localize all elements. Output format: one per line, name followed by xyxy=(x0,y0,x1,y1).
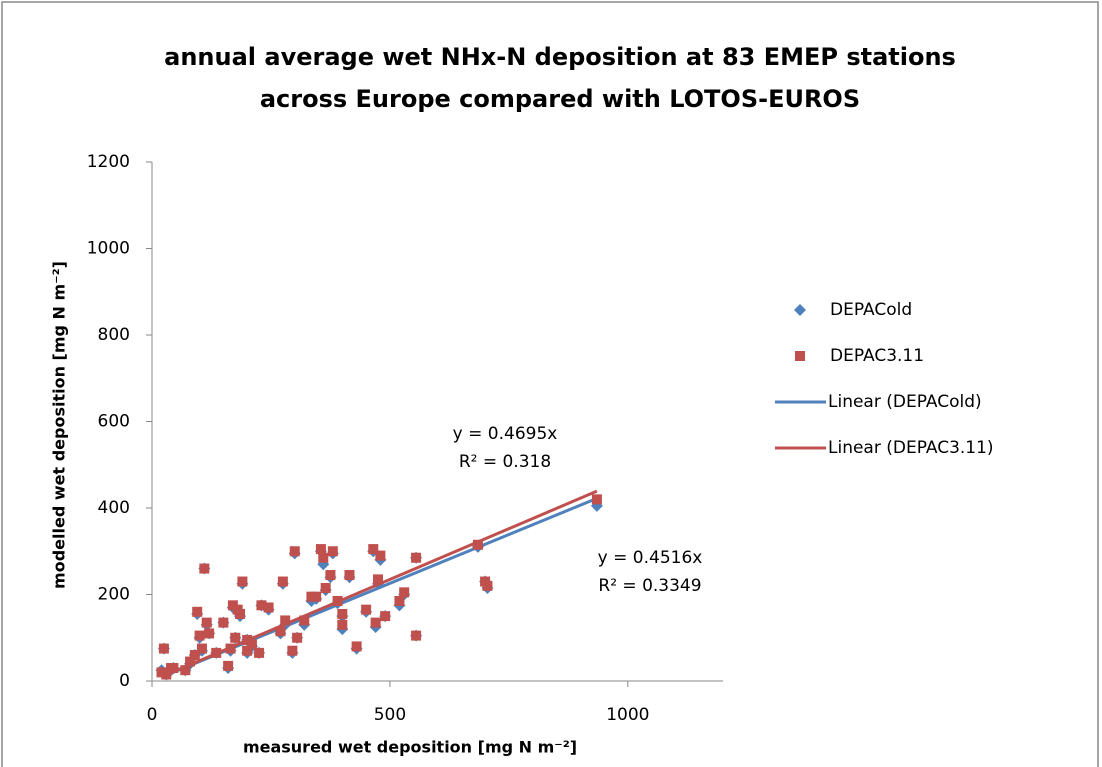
chart-title: across Europe compared with LOTOS-EUROS xyxy=(260,85,860,113)
trend-r2: R² = 0.3349 xyxy=(598,576,701,596)
x-axis-title: measured wet deposition [mg N m⁻²] xyxy=(243,738,577,757)
point xyxy=(223,660,234,671)
point xyxy=(230,632,241,643)
legend-marker xyxy=(794,304,806,316)
point xyxy=(325,570,336,581)
x-tick-label: 1000 xyxy=(606,705,649,725)
legend-label: DEPACold xyxy=(830,300,912,320)
point xyxy=(168,663,179,674)
point xyxy=(368,544,379,555)
point xyxy=(256,600,267,611)
point xyxy=(327,546,338,557)
point xyxy=(472,539,483,550)
point xyxy=(189,650,200,661)
legend-label: Linear (DEPAC3.11) xyxy=(828,438,994,458)
point xyxy=(292,632,303,643)
point xyxy=(370,617,381,628)
point xyxy=(196,643,207,654)
y-tick-label: 1200 xyxy=(87,152,130,172)
legend-label: DEPAC3.11 xyxy=(830,346,924,366)
point xyxy=(246,639,257,650)
trend-equation: y = 0.4695x xyxy=(453,424,558,444)
point xyxy=(185,656,196,667)
point xyxy=(242,645,253,656)
point xyxy=(218,617,229,628)
point xyxy=(320,583,331,594)
point xyxy=(591,494,602,505)
x-tick-label: 500 xyxy=(374,705,406,725)
trend-equation: y = 0.4516x xyxy=(598,548,703,568)
y-tick-label: 600 xyxy=(98,412,130,432)
point xyxy=(337,619,348,630)
point xyxy=(204,628,215,639)
point xyxy=(375,550,386,561)
legend-label: Linear (DEPACold) xyxy=(828,392,982,412)
y-tick-label: 1000 xyxy=(87,239,130,259)
point xyxy=(315,544,326,555)
point xyxy=(361,604,372,615)
trend-r2: R² = 0.318 xyxy=(459,452,551,472)
point xyxy=(399,587,410,598)
point xyxy=(280,615,291,626)
point xyxy=(194,630,205,641)
point xyxy=(373,574,384,585)
point xyxy=(344,570,355,581)
point xyxy=(289,546,300,557)
point xyxy=(287,645,298,656)
point xyxy=(235,608,246,619)
point xyxy=(263,602,274,613)
point xyxy=(192,606,203,617)
point xyxy=(482,580,493,591)
chart-title: annual average wet NHx-N deposition at 8… xyxy=(164,43,956,71)
x-tick-label: 0 xyxy=(147,705,158,725)
y-tick-label: 0 xyxy=(119,671,130,691)
point xyxy=(411,552,422,563)
point xyxy=(275,626,286,637)
trendline xyxy=(160,489,598,679)
y-tick-label: 800 xyxy=(98,325,130,345)
point xyxy=(351,641,362,652)
point xyxy=(199,563,210,574)
point xyxy=(277,576,288,587)
point xyxy=(380,611,391,622)
point xyxy=(337,608,348,619)
point xyxy=(201,617,212,628)
point xyxy=(411,630,422,641)
point xyxy=(299,615,310,626)
point xyxy=(254,647,265,658)
y-tick-label: 400 xyxy=(98,498,130,518)
y-tick-label: 200 xyxy=(98,585,130,605)
point xyxy=(158,643,169,654)
legend-marker xyxy=(795,351,805,361)
point xyxy=(394,595,405,606)
point xyxy=(180,665,191,676)
point xyxy=(311,591,322,602)
y-axis-title: modelled wet deposition [mg N m⁻²] xyxy=(50,261,69,589)
point xyxy=(318,552,329,563)
point xyxy=(237,576,248,587)
